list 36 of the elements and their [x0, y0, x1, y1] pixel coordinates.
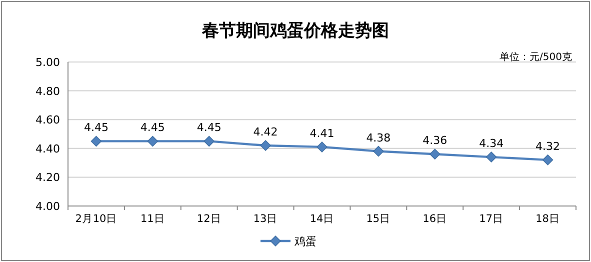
- y-tick-label: 4.80: [36, 84, 60, 98]
- legend-label: 鸡蛋: [294, 235, 316, 248]
- x-tick-label: 13日: [253, 213, 278, 225]
- point: [542, 154, 554, 166]
- x-tick-label: 12日: [196, 213, 222, 225]
- point: [430, 148, 440, 160]
- point: [373, 146, 384, 157]
- y-tick-label: 4.60: [36, 114, 60, 127]
- x-tick-label: 16日: [422, 213, 448, 225]
- data-label: 4.42: [253, 126, 278, 139]
- x-tick-label: 15日: [366, 213, 391, 225]
- point: [90, 136, 102, 147]
- data-label: 4.34: [479, 137, 504, 150]
- x-tick-label: 17日: [479, 213, 504, 225]
- y-tick-label: 4.40: [36, 142, 60, 156]
- data-label: 4.32: [536, 140, 560, 153]
- point: [204, 136, 214, 147]
- point: [260, 140, 271, 151]
- point: [486, 152, 497, 162]
- y-tick-label: 4.00: [36, 200, 60, 213]
- y-tick-label: 5.00: [36, 56, 60, 69]
- point: [147, 136, 158, 147]
- data-label: 4.41: [310, 126, 334, 140]
- chart-title: 春节期间鸡蛋价格走势图: [201, 21, 389, 41]
- y-tick-label: 4.20: [36, 171, 60, 184]
- x-tick-label: 11日: [140, 213, 165, 225]
- x-tick-label: 14日: [310, 213, 334, 225]
- data-label: 4.36: [422, 134, 448, 148]
- x-tick-label: 2月10日: [75, 213, 118, 225]
- point: [316, 142, 328, 152]
- data-label: 4.45: [196, 121, 222, 134]
- x-tick-label: 18日: [536, 213, 560, 225]
- data-label: 4.38: [366, 131, 391, 144]
- annotation: 单位：元/500克: [500, 51, 572, 63]
- data-label: 4.45: [140, 121, 165, 134]
- data-label: 4.45: [84, 121, 108, 134]
